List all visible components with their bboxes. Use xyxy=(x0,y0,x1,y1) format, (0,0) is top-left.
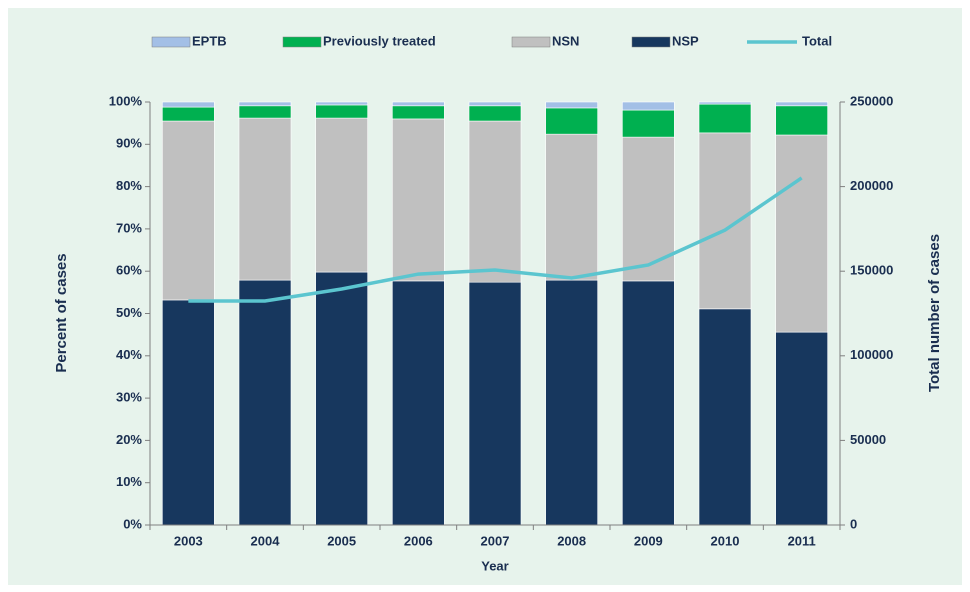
line-series xyxy=(188,176,803,303)
y-tick-label: 50% xyxy=(116,305,142,320)
bar-segment xyxy=(238,279,292,526)
y-axis-label: Percent of cases xyxy=(53,253,70,372)
y-tick-label: 40% xyxy=(116,347,142,362)
y2-tick-label: 150000 xyxy=(850,263,893,278)
bar-segment xyxy=(162,120,215,301)
legend-label: EPTB xyxy=(192,33,227,48)
bar-segment xyxy=(698,308,752,526)
y-tick-label: 90% xyxy=(116,136,142,151)
y-tick-label: 60% xyxy=(116,263,142,278)
bar-segment xyxy=(392,118,445,282)
bar-segment xyxy=(622,109,675,138)
x-tick-label: 2003 xyxy=(174,533,203,548)
bar-segment xyxy=(775,101,828,107)
bar-segment xyxy=(622,136,675,282)
bar-segment xyxy=(162,299,215,526)
bar-segment xyxy=(315,104,368,119)
y2-tick-label: 250000 xyxy=(850,93,893,108)
x-tick-label: 2006 xyxy=(404,533,433,548)
bar-segment xyxy=(162,106,215,122)
bar-segment xyxy=(238,105,292,119)
bar-segment xyxy=(392,101,445,107)
bar-segment xyxy=(162,101,215,108)
bar-segment xyxy=(468,101,522,107)
x-tick-label: 2011 xyxy=(788,533,816,548)
bar-segment xyxy=(622,280,675,526)
y2-tick-label: 0 xyxy=(850,516,857,531)
bar-segment xyxy=(468,105,522,122)
legend-swatch xyxy=(282,36,322,48)
bar-segment xyxy=(468,120,522,283)
y-tick-label: 20% xyxy=(116,432,142,447)
bar-segment xyxy=(775,134,828,333)
bar-segment xyxy=(775,331,828,526)
bar-segment xyxy=(545,101,598,109)
x-tick-label: 2005 xyxy=(327,533,356,548)
x-tick-label: 2009 xyxy=(634,533,663,548)
x-axis-label: Year xyxy=(481,558,508,573)
y2-tick-label: 100000 xyxy=(850,347,893,362)
bar-segment xyxy=(315,117,368,273)
y-tick-label: 10% xyxy=(116,474,142,489)
bar-segment xyxy=(238,117,292,281)
y-tick-label: 30% xyxy=(116,390,142,405)
bar-segment xyxy=(468,281,522,526)
bar-segment xyxy=(545,133,598,281)
bar-segment xyxy=(698,103,752,134)
bar-segment xyxy=(238,101,292,107)
x-tick-label: 2010 xyxy=(711,533,740,548)
legend-label: NSP xyxy=(672,33,699,48)
bar-segment xyxy=(775,105,828,136)
legend-swatch xyxy=(631,36,671,48)
legend-swatch xyxy=(511,36,551,48)
y2-tick-label: 50000 xyxy=(850,432,886,447)
bar-segment xyxy=(315,101,368,106)
y-tick-label: 70% xyxy=(116,220,142,235)
x-tick-label: 2004 xyxy=(251,533,281,548)
bar-segment xyxy=(698,101,752,105)
y-tick-label: 100% xyxy=(109,93,143,108)
bar-segment xyxy=(545,107,598,135)
bar-segment xyxy=(315,271,368,526)
legend-label: Previously treated xyxy=(323,33,436,48)
y2-tick-label: 200000 xyxy=(850,178,893,193)
bar-segment xyxy=(698,132,752,310)
legend-label: Total xyxy=(802,33,832,48)
legend-swatch xyxy=(151,36,191,48)
legend-label: NSN xyxy=(552,33,579,48)
bar-segment xyxy=(545,279,598,526)
bar-segment xyxy=(622,101,675,111)
bar-segment xyxy=(392,105,445,120)
x-tick-label: 2007 xyxy=(481,533,510,548)
y-tick-label: 80% xyxy=(116,178,142,193)
bar-segment xyxy=(392,280,445,526)
x-tick-label: 2008 xyxy=(557,533,586,548)
y-tick-label: 0% xyxy=(123,516,142,531)
y2-axis-label: Total number of cases xyxy=(926,234,943,392)
